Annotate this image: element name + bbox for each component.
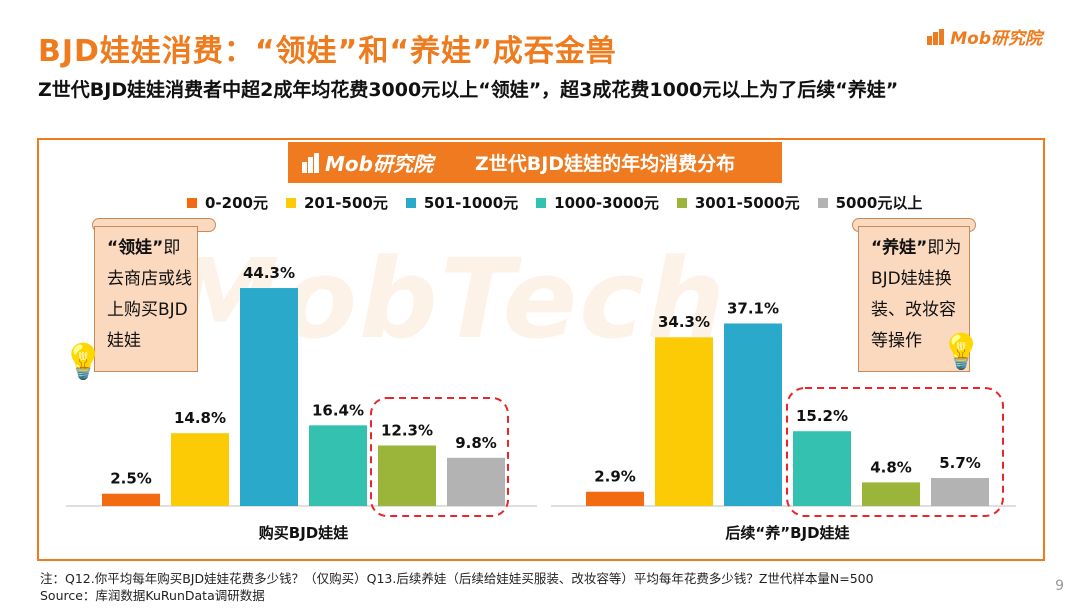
legend-label: 201-500元	[303, 194, 388, 212]
legend-label: 5000元以上	[835, 194, 923, 212]
note-left: “领娃”即去商店或线上购买BJD娃娃	[94, 226, 198, 372]
bar	[931, 477, 989, 506]
legend-item: 0-200元	[187, 192, 268, 213]
data-label: 37.1%	[727, 299, 779, 317]
highlight-box	[786, 387, 1004, 517]
data-label: 5.7%	[939, 454, 981, 472]
note-right-text: 即为BJD娃娃换装、改妆容等操作	[871, 238, 962, 351]
legend-swatch	[285, 197, 296, 208]
chart-title: Z世代BJD娃娃的年均消费分布	[474, 153, 736, 175]
legend-item: 3001-5000元	[676, 192, 800, 213]
legend-label: 0-200元	[205, 194, 268, 212]
chart-legend: 0-200元 201-500元 501-1000元 1000-3000元 300…	[187, 192, 922, 213]
bar	[724, 323, 782, 506]
footnote: 注：Q12.你平均每年购买BJD娃娃花费多少钱？（仅购买）Q13.后续养娃（后续…	[40, 570, 874, 604]
data-label: 15.2%	[796, 407, 848, 425]
note-left-highlight: “领娃”	[107, 238, 164, 258]
data-label: 9.8%	[455, 434, 497, 452]
logo-text: Mob研究院	[950, 29, 1042, 49]
brand-logo: Mob研究院	[927, 24, 1042, 49]
logo-icon	[302, 152, 322, 173]
legend-label: 3001-5000元	[694, 194, 800, 212]
bar	[793, 431, 851, 506]
bar	[309, 425, 367, 506]
logo-icon	[927, 28, 947, 45]
data-label: 12.3%	[381, 421, 433, 439]
page-number: 9	[1055, 578, 1064, 594]
legend-swatch	[405, 197, 416, 208]
footnote-source: Source：库润数据KuRunData调研数据	[40, 588, 265, 603]
note-left-text: 即去商店或线上购买BJD娃娃	[107, 238, 192, 351]
category-label: 购买BJD娃娃	[259, 524, 348, 542]
page-subtitle: Z世代BJD娃娃消费者中超2成年均花费3000元以上“领娃”，超3成花费1000…	[38, 79, 899, 101]
legend-label: 501-1000元	[423, 194, 519, 212]
data-label: 44.3%	[243, 264, 295, 282]
legend-item: 1000-3000元	[536, 192, 659, 213]
bar	[240, 288, 298, 506]
bar	[378, 445, 436, 506]
page-title: BJD娃娃消费：“领娃”和“养娃”成吞金兽	[38, 34, 617, 69]
data-label: 16.4%	[312, 401, 364, 419]
note-right-highlight: “养娃”	[871, 238, 928, 258]
footnote-note: 注：Q12.你平均每年购买BJD娃娃花费多少钱？（仅购买）Q13.后续养娃（后续…	[40, 571, 874, 586]
banner-logo-text: Mob研究院	[325, 152, 433, 176]
bar	[586, 491, 644, 506]
legend-swatch	[817, 197, 828, 208]
chart-banner: Mob研究院 Z世代BJD娃娃的年均消费分布	[288, 142, 782, 183]
legend-label: 1000-3000元	[554, 194, 659, 212]
category-label: 后续“养”BJD娃娃	[725, 524, 849, 542]
data-label: 4.8%	[870, 458, 912, 476]
bar	[171, 433, 229, 506]
highlight-box	[370, 397, 509, 517]
legend-swatch	[676, 197, 687, 208]
legend-item: 201-500元	[285, 192, 388, 213]
bar	[655, 337, 713, 506]
lightbulb-icon: 💡	[940, 332, 983, 372]
data-label: 14.8%	[174, 409, 226, 427]
legend-swatch	[536, 197, 547, 208]
bar	[102, 493, 160, 506]
legend-swatch	[187, 197, 197, 208]
legend-item: 5000元以上	[817, 192, 923, 213]
data-label: 2.5%	[110, 470, 152, 488]
data-label: 2.9%	[594, 468, 636, 486]
bar	[862, 482, 920, 506]
lightbulb-icon: 💡	[62, 342, 105, 382]
banner-logo: Mob研究院	[302, 148, 433, 177]
data-label: 34.3%	[658, 313, 710, 331]
note-right: “养娃”即为BJD娃娃换装、改妆容等操作	[858, 226, 970, 372]
bar	[447, 457, 505, 506]
legend-item: 501-1000元	[405, 192, 519, 213]
